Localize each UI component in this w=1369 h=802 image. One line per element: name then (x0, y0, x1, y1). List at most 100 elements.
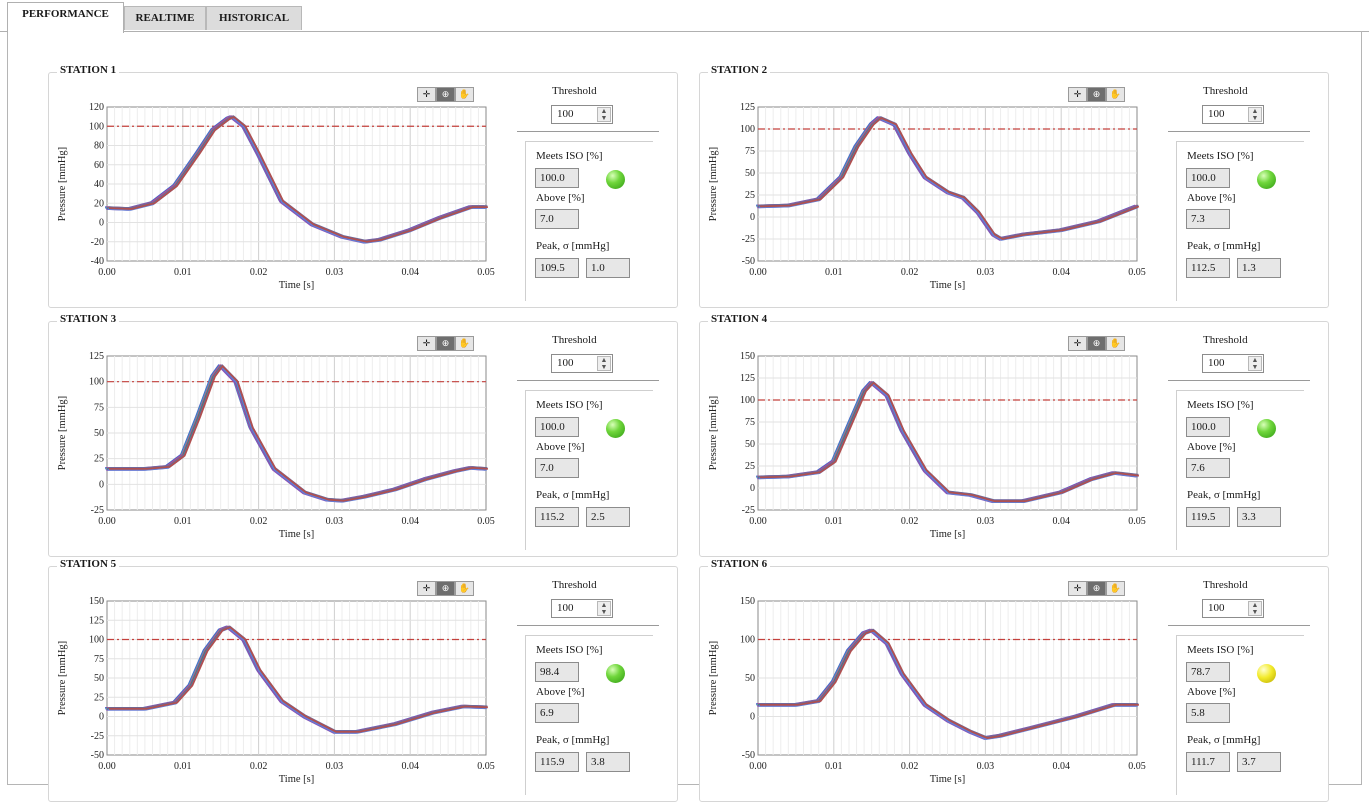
x-tick-label: 0.01 (174, 761, 192, 772)
threshold-control[interactable]: 100 ▲ ▼ (1202, 599, 1264, 618)
y-tick-label: 75 (94, 654, 104, 665)
pan-hand-icon[interactable]: ✋ (455, 581, 474, 596)
y-tick-label: 50 (745, 439, 755, 450)
graph-palette: ✛ ⊕ ✋ (417, 581, 474, 596)
x-tick-label: 0.05 (1128, 516, 1146, 527)
threshold-value[interactable]: 100 (1208, 602, 1225, 614)
threshold-control[interactable]: 100 ▲ ▼ (1202, 105, 1264, 124)
separator-line (517, 131, 659, 132)
station-panel-1: STATION 1 0.00 0.01 0.02 0.03 0.04 0.05 -40 -20… (48, 64, 678, 308)
threshold-value[interactable]: 100 (557, 357, 574, 369)
pan-hand-icon[interactable]: ✋ (455, 336, 474, 351)
threshold-spinner[interactable]: ▲ ▼ (1248, 107, 1262, 122)
threshold-value[interactable]: 100 (1208, 357, 1225, 369)
y-axis-label: Pressure [mmHg] (57, 147, 68, 221)
cursor-move-icon[interactable]: ✛ (1068, 581, 1087, 596)
x-tick-label: 0.00 (749, 761, 767, 772)
tab-performance[interactable]: PERFORMANCE (7, 2, 124, 33)
y-tick-label: 25 (94, 692, 104, 703)
x-tick-label: 0.01 (825, 761, 843, 772)
above-label: Above [%] (1187, 192, 1236, 204)
x-tick-label: 0.03 (977, 267, 995, 278)
y-axis-label: Pressure [mmHg] (57, 396, 68, 470)
sigma-indicator: 3.7 (1237, 752, 1281, 772)
above-label: Above [%] (1187, 686, 1236, 698)
pan-hand-icon[interactable]: ✋ (455, 87, 474, 102)
pressure-graph[interactable]: 0.00 0.01 0.02 0.03 0.04 0.05 -40 -20 0 20 40 60 80 1… (49, 73, 519, 305)
pan-hand-icon[interactable]: ✋ (1106, 581, 1125, 596)
threshold-spinner[interactable]: ▲ ▼ (597, 601, 611, 616)
x-tick-label: 0.03 (326, 267, 344, 278)
above-indicator: 7.3 (1186, 209, 1230, 229)
threshold-spinner[interactable]: ▲ ▼ (597, 356, 611, 371)
threshold-spinner[interactable]: ▲ ▼ (1248, 356, 1262, 371)
pressure-graph[interactable]: 0.00 0.01 0.02 0.03 0.04 0.05 -25 0 25 50 75 100 125… (49, 322, 519, 554)
x-tick-label: 0.04 (401, 267, 419, 278)
pan-hand-icon[interactable]: ✋ (1106, 87, 1125, 102)
above-label: Above [%] (536, 441, 585, 453)
threshold-control[interactable]: 100 ▲ ▼ (551, 354, 613, 373)
y-tick-label: 40 (94, 179, 104, 190)
threshold-control[interactable]: 100 ▲ ▼ (551, 599, 613, 618)
peak-sigma-label: Peak, σ [mmHg] (536, 240, 610, 252)
pressure-graph[interactable]: 0.00 0.01 0.02 0.03 0.04 0.05 -25 0 25 50 75 100 125… (700, 322, 1170, 554)
zoom-icon[interactable]: ⊕ (1087, 87, 1106, 102)
zoom-icon[interactable]: ⊕ (1087, 336, 1106, 351)
cursor-move-icon[interactable]: ✛ (417, 581, 436, 596)
pressure-graph[interactable]: 0.00 0.01 0.02 0.03 0.04 0.05 -50 -25 0 25 50 75 100… (700, 73, 1170, 305)
tab-historical[interactable]: HISTORICAL (206, 6, 302, 30)
separator-line (1168, 131, 1310, 132)
threshold-spinner[interactable]: ▲ ▼ (597, 107, 611, 122)
threshold-value[interactable]: 100 (557, 602, 574, 614)
y-tick-label: 150 (740, 596, 755, 607)
zoom-icon[interactable]: ⊕ (1087, 581, 1106, 596)
x-tick-label: 0.01 (825, 267, 843, 278)
y-tick-label: -50 (742, 256, 755, 267)
y-tick-label: 0 (750, 212, 755, 223)
y-tick-label: -25 (742, 234, 755, 245)
cursor-move-icon[interactable]: ✛ (417, 336, 436, 351)
x-tick-label: 0.00 (98, 516, 116, 527)
results-cluster: Meets ISO [%] 100.0 Above [%] 7.3 Peak, … (1176, 141, 1304, 301)
graph-palette: ✛ ⊕ ✋ (417, 336, 474, 351)
y-tick-label: -50 (91, 750, 104, 761)
graph-palette: ✛ ⊕ ✋ (1068, 581, 1125, 596)
y-tick-label: 125 (740, 102, 755, 113)
x-tick-label: 0.02 (250, 267, 268, 278)
threshold-label: Threshold (1203, 579, 1248, 591)
threshold-label: Threshold (1203, 334, 1248, 346)
y-tick-label: -25 (91, 731, 104, 742)
pressure-graph[interactable]: 0.00 0.01 0.02 0.03 0.04 0.05 -50 -25 0 25 50 75 100… (49, 567, 519, 799)
x-tick-label: 0.02 (250, 761, 268, 772)
x-tick-label: 0.04 (1052, 267, 1070, 278)
peak-sigma-label: Peak, σ [mmHg] (1187, 734, 1261, 746)
sigma-indicator: 1.3 (1237, 258, 1281, 278)
x-tick-label: 0.00 (98, 267, 116, 278)
threshold-spinner[interactable]: ▲ ▼ (1248, 601, 1262, 616)
y-tick-label: 150 (89, 596, 104, 607)
threshold-value[interactable]: 100 (1208, 108, 1225, 120)
cursor-move-icon[interactable]: ✛ (417, 87, 436, 102)
x-tick-label: 0.02 (250, 516, 268, 527)
threshold-value[interactable]: 100 (557, 108, 574, 120)
cursor-move-icon[interactable]: ✛ (1068, 336, 1087, 351)
station-panel-3: STATION 3 0.00 0.01 0.02 0.03 0.04 0.05 -25 0 25… (48, 313, 678, 557)
sigma-indicator: 1.0 (586, 258, 630, 278)
tab-realtime[interactable]: REALTIME (124, 6, 206, 30)
zoom-icon[interactable]: ⊕ (436, 87, 455, 102)
x-tick-label: 0.04 (1052, 516, 1070, 527)
zoom-icon[interactable]: ⊕ (436, 581, 455, 596)
cursor-move-icon[interactable]: ✛ (1068, 87, 1087, 102)
zoom-icon[interactable]: ⊕ (436, 336, 455, 351)
pan-hand-icon[interactable]: ✋ (1106, 336, 1125, 351)
y-tick-label: 125 (89, 615, 104, 626)
peak-sigma-label: Peak, σ [mmHg] (1187, 240, 1261, 252)
threshold-label: Threshold (552, 579, 597, 591)
sigma-indicator: 2.5 (586, 507, 630, 527)
threshold-control[interactable]: 100 ▲ ▼ (1202, 354, 1264, 373)
pressure-graph[interactable]: 0.00 0.01 0.02 0.03 0.04 0.05 -50 0 50 100 150 Time… (700, 567, 1170, 799)
peak-indicator: 109.5 (535, 258, 579, 278)
threshold-control[interactable]: 100 ▲ ▼ (551, 105, 613, 124)
x-tick-label: 0.04 (1052, 761, 1070, 772)
y-tick-label: -40 (91, 256, 104, 267)
